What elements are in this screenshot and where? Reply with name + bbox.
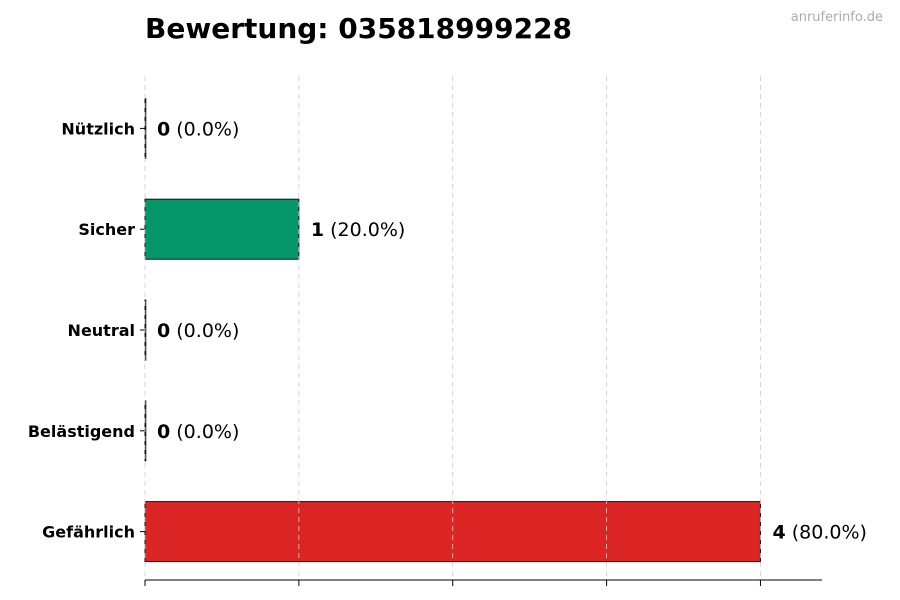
value-label: 0 (0.0%) [157,421,239,443]
value-label: 0 (0.0%) [157,118,239,140]
category-label: Nützlich [61,119,135,138]
value-label: 0 (0.0%) [157,320,239,342]
category-label: Gefährlich [42,523,135,542]
watermark: anruferinfo.de [790,10,883,25]
bar-1 [144,198,300,260]
value-label: 4 (80.0%) [772,522,866,544]
chart-title: Bewertung: 035818999228 [145,12,573,45]
category-label: Neutral [68,321,135,340]
value-label: 1 (20.0%) [311,219,405,241]
category-label: Sicher [78,220,135,239]
category-label: Belästigend [28,422,135,441]
